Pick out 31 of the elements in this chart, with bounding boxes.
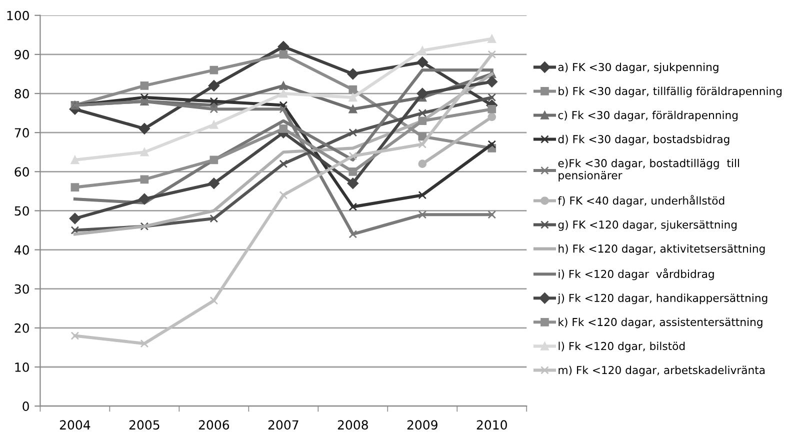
x-tick-label: 2006	[198, 420, 230, 430]
y-tick-label: 30	[14, 284, 29, 294]
legend-label: i) Fk <120 dagar vårdbidrag	[558, 268, 714, 280]
x-tick-label: 2009	[407, 420, 438, 430]
legend-label: m) Fk <120 dagar, arbetskadelivränta	[558, 366, 765, 376]
legend-label: f) FK <40 dagar, underhållstöd	[558, 195, 724, 207]
legend-label: d) Fk <30 dagar, bostadsbidrag	[558, 134, 730, 146]
legend-label: e)Fk <30 dagar, bostadtillägg till pensionärer	[558, 158, 739, 182]
y-tick-label: 20	[14, 323, 29, 333]
y-tick-label: 70	[14, 128, 29, 138]
x-tick-label: 2008	[338, 420, 368, 430]
x-tick-label: 2010	[476, 420, 507, 430]
y-tick-label: 90	[14, 50, 29, 60]
y-tick-label: 40	[14, 245, 29, 255]
legend-label: b) Fk <30 dagar, tillfällig föräldrapenning	[558, 86, 782, 98]
y-tick-label: 10	[15, 362, 29, 372]
y-tick-label: 0	[22, 402, 29, 411]
x-tick-label: 2007	[268, 420, 298, 430]
legend-label: c) Fk <30 dagar, föräldrapenning	[558, 110, 738, 122]
x-tick-label: 2005	[129, 420, 160, 430]
legend-label: j) Fk <120 dagar, handikappersättning	[558, 294, 768, 304]
legend-label: k) Fk <120 dagar, assistentersättning	[558, 318, 762, 328]
legend-label: l) Fk <120 dgar, bilstöd	[558, 342, 685, 352]
y-tick-label: 60	[14, 167, 29, 177]
legend-label: g) FK <120 dagar, sjukersättning	[558, 220, 737, 231]
y-tick-label: 50	[14, 206, 29, 216]
x-tick-label: 2004	[60, 420, 90, 430]
legend-label: a) FK <30 dagar, sjukpenning	[558, 62, 718, 74]
y-tick-label: 100	[7, 10, 29, 20]
legend-label: h) Fk <120 dagar, aktivitetsersättning	[558, 244, 765, 255]
y-tick-label: 80	[14, 88, 29, 98]
